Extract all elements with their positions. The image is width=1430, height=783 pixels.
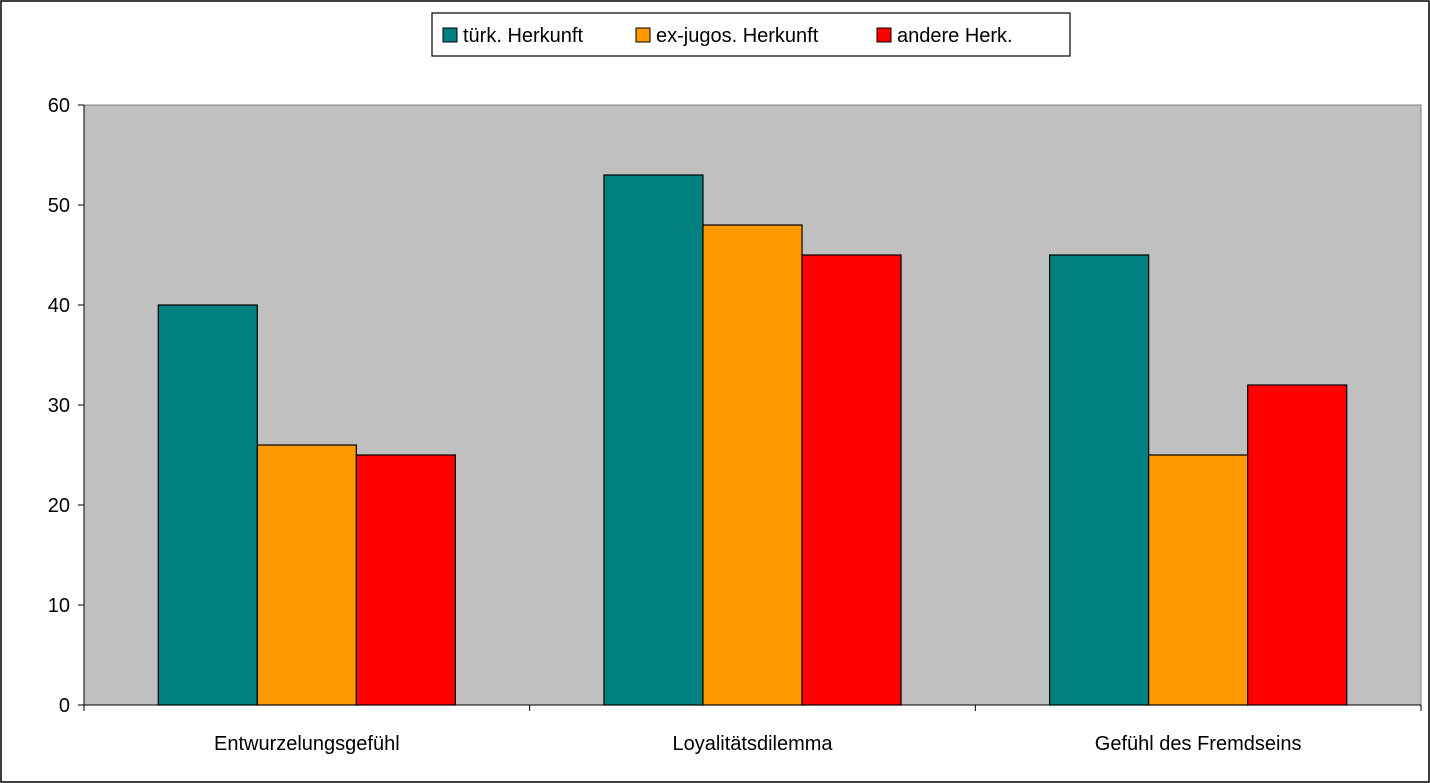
bar	[157, 304, 258, 706]
bar	[256, 444, 357, 706]
y-tick-label: 60	[48, 95, 70, 117]
x-category-label: Loyalitätsdilemma	[672, 733, 833, 755]
x-category-label: Gefühl des Fremdseins	[1095, 733, 1302, 755]
bar	[603, 174, 704, 706]
y-tick-label: 10	[48, 595, 70, 617]
y-axis: 0 10 20 30 40 50 60	[48, 95, 85, 717]
bar	[702, 224, 803, 706]
bars-group	[157, 174, 1348, 706]
x-category-label: Entwurzelungsgefühl	[214, 733, 400, 755]
bar	[1049, 254, 1150, 706]
y-tick-label: 20	[48, 495, 70, 517]
y-tick-label: 30	[48, 395, 70, 417]
y-tick-label: 40	[48, 295, 70, 317]
legend-box	[431, 12, 1071, 57]
legend-label: andere Herk.	[897, 25, 1013, 47]
legend-label: ex-jugos. Herkunft	[656, 25, 819, 47]
bar	[1148, 454, 1249, 706]
bar	[355, 454, 456, 706]
bar	[801, 254, 902, 706]
y-tick-label: 0	[59, 695, 70, 717]
legend-label: türk. Herkunft	[463, 25, 583, 47]
legend-swatch	[635, 27, 651, 43]
legend: türk. Herkunft ex-jugos. Herkunft andere H…	[431, 12, 1071, 57]
bar	[1247, 384, 1348, 706]
y-tick-label: 50	[48, 195, 70, 217]
legend-swatch	[876, 27, 892, 43]
legend-swatch	[442, 27, 458, 43]
